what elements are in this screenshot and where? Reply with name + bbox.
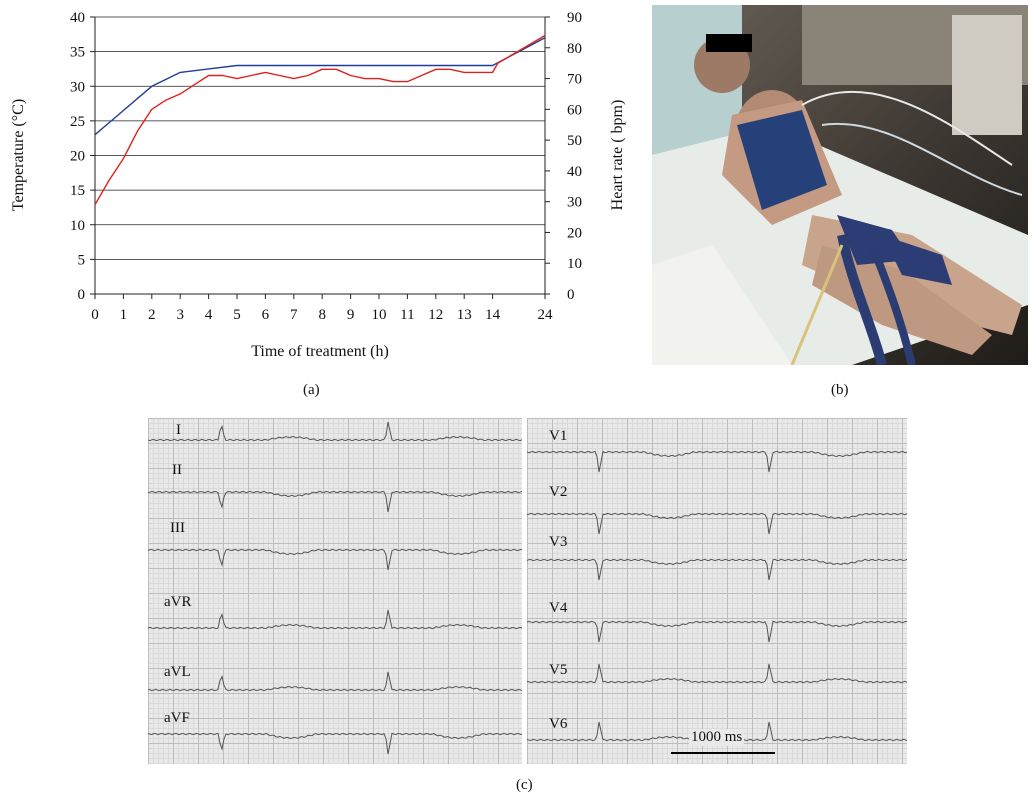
ecg-precordial-leads-panel: V1 V2 V3 V4 V5 V6 1000 ms — [527, 418, 907, 764]
x-tick-label: 24 — [538, 307, 554, 323]
x-tick-label: 2 — [148, 307, 156, 323]
x-tick-label: 3 — [176, 307, 184, 323]
lead-label-III: III — [170, 520, 185, 536]
ecg-trace — [527, 620, 907, 643]
chart-series — [94, 34, 546, 206]
patient-photo-illustration — [652, 5, 1028, 365]
temperature-series-line — [94, 37, 546, 136]
ecg-limb-leads-traces — [148, 421, 522, 755]
x-tick-label: 7 — [290, 307, 298, 323]
x-tick-label: 12 — [428, 307, 443, 323]
y-right-tick-label: 50 — [567, 133, 582, 149]
y-left-tick-label: 30 — [70, 79, 85, 95]
y-left-tick-label: 15 — [70, 183, 85, 199]
ecg-trace — [148, 732, 522, 755]
y-left-tick-label: 0 — [78, 287, 86, 303]
x-tick-label: 6 — [262, 307, 270, 323]
patient-photo — [652, 5, 1028, 365]
y-left-tick-label: 20 — [70, 149, 85, 165]
lead-label-V2: V2 — [549, 484, 568, 500]
y-right-tick-label: 30 — [567, 195, 582, 211]
x-tick-label: 4 — [205, 307, 213, 323]
y-axis-right-title: Heart rate ( bpm) — [609, 100, 626, 211]
lead-label-V6: V6 — [549, 716, 568, 732]
ecg-trace — [527, 512, 907, 535]
x-tick-label: 5 — [233, 307, 241, 323]
ecg-trace — [148, 421, 522, 442]
lead-label-V5: V5 — [549, 662, 568, 678]
chart-gridlines — [95, 16, 545, 260]
y-right-tick-label: 20 — [567, 225, 582, 241]
lead-label-aVF: aVF — [164, 710, 190, 726]
eye-bar-censor — [706, 34, 752, 52]
ecg-trace — [527, 450, 907, 473]
ecg-trace — [148, 609, 522, 630]
lead-label-V3: V3 — [549, 534, 568, 550]
y-left-tick-label: 40 — [70, 10, 85, 26]
ecg-limb-leads-panel: I II III aVR aVL aVF — [148, 418, 522, 764]
y-right-tick-label: 10 — [567, 256, 582, 272]
y-right-tick-label: 70 — [567, 72, 582, 88]
x-axis-title: Time of treatment (h) — [251, 343, 389, 360]
y-left-tick-label: 10 — [70, 218, 85, 234]
lead-label-I: I — [176, 422, 181, 438]
ecg-trace — [527, 558, 907, 581]
y-right-tick-label: 60 — [567, 102, 582, 118]
ecg-precordial-leads-traces — [527, 450, 907, 742]
lead-label-V1: V1 — [549, 428, 568, 444]
y-right-tick-label: 80 — [567, 41, 582, 57]
x-tick-label: 11 — [400, 307, 414, 323]
y-left-tick-label: 5 — [78, 252, 86, 268]
panel-b-label: (b) — [831, 382, 849, 398]
lead-label-aVL: aVL — [164, 664, 191, 680]
y-right-tick-label: 40 — [567, 164, 582, 180]
y-left-tick-label: 35 — [70, 45, 85, 61]
x-tick-label: 10 — [372, 307, 387, 323]
panel-c-label: (c) — [516, 777, 533, 793]
x-tick-label: 14 — [485, 307, 501, 323]
ecg-trace — [148, 671, 522, 692]
scale-bar — [671, 752, 775, 754]
y-left-tick-label: 25 — [70, 114, 85, 130]
ecg-trace — [527, 663, 907, 684]
ecg-trace — [148, 490, 522, 513]
heart-rate-series-line — [94, 34, 546, 206]
lead-label-aVR: aVR — [164, 594, 192, 610]
panel-a-label: (a) — [303, 382, 320, 398]
x-tick-label: 13 — [457, 307, 472, 323]
ecg-trace — [148, 548, 522, 571]
y-axis-left-title: Temperature (°C) — [10, 99, 27, 211]
y-right-tick-label: 0 — [567, 287, 575, 303]
x-tick-label: 1 — [120, 307, 128, 323]
lead-label-V4: V4 — [549, 600, 568, 616]
x-tick-label: 8 — [318, 307, 326, 323]
scale-bar-label: 1000 ms — [689, 729, 745, 746]
x-tick-label: 9 — [347, 307, 355, 323]
lead-label-II: II — [172, 462, 182, 478]
x-tick-label: 0 — [91, 307, 99, 323]
y-right-tick-label: 90 — [567, 10, 582, 26]
